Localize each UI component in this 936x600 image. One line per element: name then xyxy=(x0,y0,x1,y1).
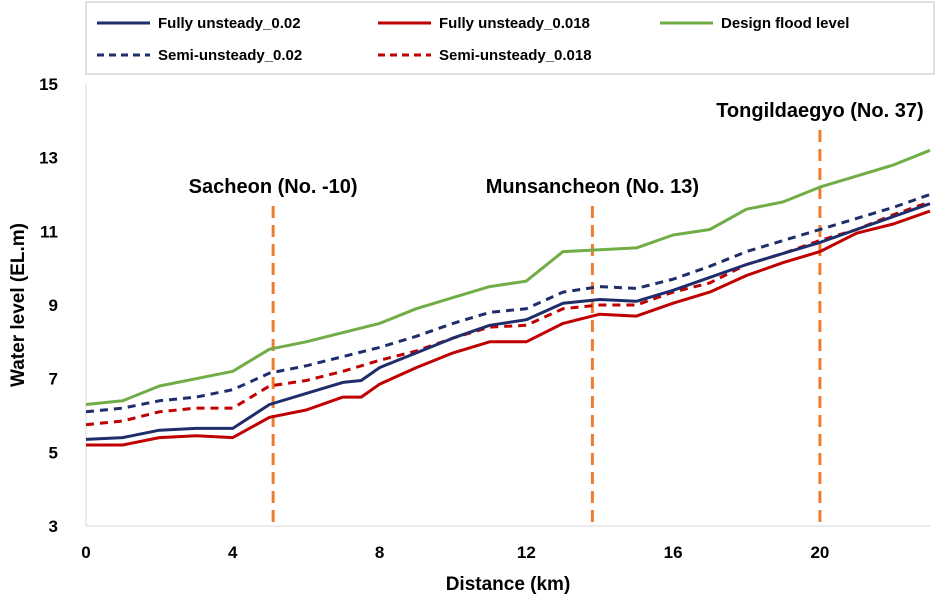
y-tick-label: 9 xyxy=(49,296,58,315)
legend-box xyxy=(85,1,935,75)
legend-label-semi-unsteady-002: Semi-unsteady_0.02 xyxy=(158,47,302,64)
x-tick-label: 12 xyxy=(517,543,536,562)
legend: Fully unsteady_0.02 Fully unsteady_0.018… xyxy=(85,1,935,75)
y-tick-label: 11 xyxy=(40,222,58,241)
y-axis-title: Water level (EL.m) xyxy=(8,223,29,387)
data-series xyxy=(85,148,931,447)
y-tick-label: 5 xyxy=(49,443,58,462)
series-line xyxy=(85,202,931,441)
y-tick-label: 15 xyxy=(39,75,58,94)
legend-label-fully-unsteady-0018: Fully unsteady_0.018 xyxy=(439,15,590,32)
x-tick-labels: 0 4 8 12 16 20 xyxy=(81,543,829,562)
x-tick-label: 20 xyxy=(810,543,829,562)
series-line xyxy=(85,193,931,414)
y-tick-label: 13 xyxy=(39,149,58,168)
y-tick-label: 3 xyxy=(49,517,58,536)
reference-label: Tongildaegyo (No. 37) xyxy=(716,100,923,122)
y-tick-label: 7 xyxy=(49,370,58,389)
legend-label-fully-unsteady-002: Fully unsteady_0.02 xyxy=(158,15,301,32)
x-axis-title: Distance (km) xyxy=(446,574,571,595)
legend-label-design-flood-level: Design flood level xyxy=(721,15,849,32)
x-tick-label: 4 xyxy=(228,543,238,562)
x-tick-label: 8 xyxy=(375,543,384,562)
series-line xyxy=(86,209,931,447)
series-line xyxy=(85,148,931,406)
x-tick-label: 16 xyxy=(664,543,683,562)
reference-label: Sacheon (No. -10) xyxy=(189,176,358,198)
reference-label: Munsancheon (No. 13) xyxy=(486,176,699,198)
legend-label-semi-unsteady-0018: Semi-unsteady_0.018 xyxy=(439,47,592,64)
reference-lines: Sacheon (No. -10) Munsancheon (No. 13) Ton… xyxy=(189,100,924,526)
y-tick-labels: 3 5 7 9 11 13 15 xyxy=(39,75,58,536)
x-tick-label: 0 xyxy=(81,543,90,562)
